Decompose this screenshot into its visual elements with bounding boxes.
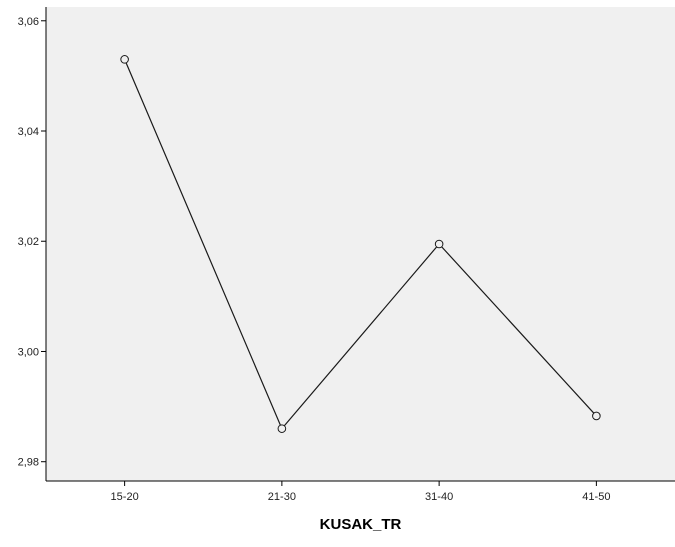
data-point (434, 239, 444, 249)
plot-area (46, 7, 675, 481)
y-tick-label: 3,04 (18, 126, 39, 138)
series-layer (120, 55, 601, 433)
x-tick-label: 31-40 (425, 491, 453, 503)
y-axis-ticks: 2,98 3,00 3,02 3,04 3,06 (18, 16, 46, 469)
data-point (592, 411, 601, 421)
y-tick-label: 3,02 (18, 236, 39, 248)
x-tick-label: 41-50 (582, 491, 610, 503)
x-tick-label: 15-20 (111, 491, 139, 503)
x-axis-ticks: 15-20 21-30 31-40 41-50 (111, 481, 610, 503)
data-point (277, 424, 287, 433)
y-tick-label: 3,00 (18, 346, 39, 358)
y-tick-label: 2,98 (18, 457, 39, 469)
x-tick-label: 21-30 (268, 491, 296, 503)
data-point (120, 55, 129, 64)
x-axis-title: KUSAK_TR (320, 516, 402, 533)
series-line (124, 59, 597, 430)
y-tick-label: 3,06 (18, 16, 39, 28)
